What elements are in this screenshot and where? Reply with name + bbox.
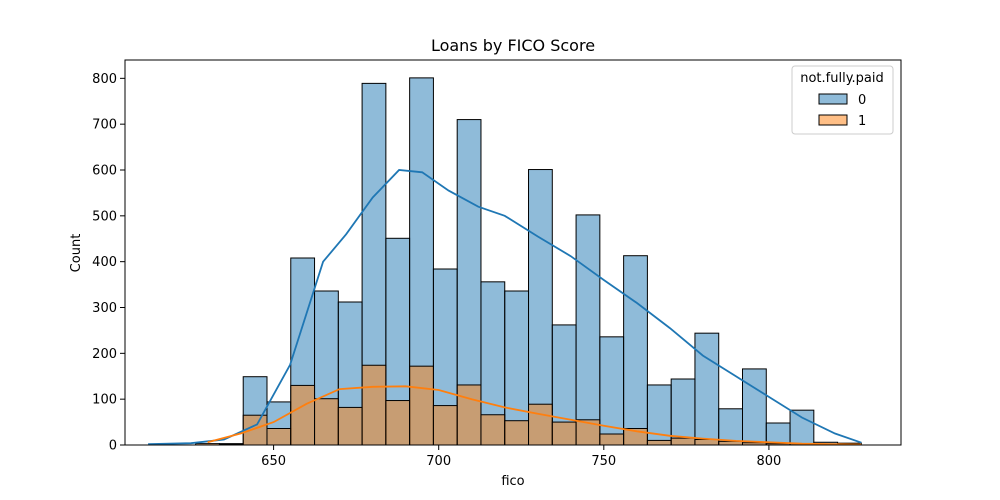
y-tick-label: 400 xyxy=(92,255,117,270)
legend-label-1: 1 xyxy=(858,114,866,129)
y-tick-label: 300 xyxy=(92,301,117,316)
x-tick-label: 750 xyxy=(591,454,616,469)
legend-title: not.fully.paid xyxy=(800,71,884,86)
legend: not.fully.paid 0 1 xyxy=(791,65,894,135)
y-tick-label: 0 xyxy=(109,439,117,454)
chart-title: Loans by FICO Score xyxy=(431,36,595,55)
series-1-bar xyxy=(504,420,530,446)
y-tick-label: 200 xyxy=(92,347,117,362)
series-1-bar xyxy=(456,384,482,446)
series-0-bar xyxy=(789,409,815,446)
legend-label-0: 0 xyxy=(858,93,866,108)
series-1-bar xyxy=(337,406,363,446)
x-tick-label: 650 xyxy=(261,454,286,469)
series-1-bar xyxy=(314,398,339,446)
plot-frame xyxy=(124,59,902,446)
series-0-bar xyxy=(575,214,601,446)
y-axis-label: Count xyxy=(69,234,84,273)
series-1-bar xyxy=(266,428,292,446)
series-1-bar xyxy=(480,414,506,446)
y-tick-label: 700 xyxy=(92,118,117,133)
series-1-bar xyxy=(432,405,458,446)
series-1-bar xyxy=(361,364,387,446)
series-0-bar xyxy=(623,255,648,446)
series-1-bar xyxy=(290,384,316,446)
series-0-bar xyxy=(694,332,720,446)
series-1-bar xyxy=(409,365,434,446)
x-axis-label: fico xyxy=(501,474,524,489)
series-1-bar xyxy=(385,400,411,446)
y-axis-ticks: 0 100 200 300 400 500 600 700 800 xyxy=(92,72,125,454)
series-0-bars xyxy=(218,77,862,446)
series-1-bar xyxy=(646,439,672,446)
series-1-kde-line xyxy=(207,385,862,446)
y-tick-label: 500 xyxy=(92,209,117,224)
series-1-bar xyxy=(551,421,577,446)
series-1-bar xyxy=(599,433,625,446)
series-0-bar xyxy=(670,378,696,446)
series-0-bar xyxy=(741,368,767,446)
series-1-bar xyxy=(528,403,553,446)
series-1-bar xyxy=(670,437,696,446)
legend-swatch-1 xyxy=(818,114,848,126)
y-tick-label: 100 xyxy=(92,393,117,408)
y-tick-label: 800 xyxy=(92,72,117,87)
x-tick-label: 700 xyxy=(426,454,451,469)
series-0-bar xyxy=(528,169,553,446)
y-tick-label: 600 xyxy=(92,164,117,179)
series-0-kde-line xyxy=(148,169,862,445)
x-tick-label: 800 xyxy=(757,454,782,469)
legend-swatch-0 xyxy=(818,93,848,105)
x-axis-ticks: 650 700 750 800 xyxy=(261,445,781,469)
